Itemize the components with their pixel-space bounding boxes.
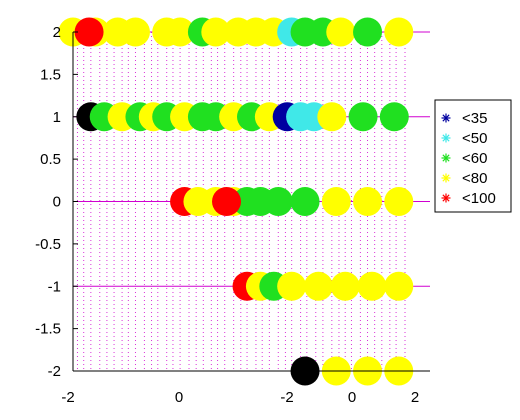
y-ticks: -2 -1.5 -1 -0.5 0 0.5 1 1.5 2 (35, 24, 78, 380)
data-point-row2-11 (212, 187, 242, 216)
data-point-row2-9 (353, 187, 383, 216)
data-point-row2-7 (290, 187, 320, 216)
legend-marker-1-stroke-3 (442, 134, 450, 142)
y-tick-label-2: -1 (48, 278, 61, 295)
data-point-row0-15 (353, 17, 383, 47)
y-tick-label-4: 0 (53, 194, 61, 211)
legend-marker-2 (441, 153, 451, 163)
data-point-row3-7 (384, 271, 414, 301)
y-tick-label-1: -1.5 (35, 321, 61, 338)
data-point-row2-8 (321, 187, 351, 216)
legend-marker-3-stroke-3 (442, 174, 450, 182)
data-point-row0-3 (120, 17, 150, 47)
legend-marker-4-stroke-3 (442, 194, 450, 202)
data-point-row0-17 (74, 17, 104, 47)
legend: <35 <50 <60 <80 <100 (434, 99, 512, 213)
legend-label-4: <100 (462, 190, 496, 207)
y-tick-label-0: -2 (48, 363, 61, 380)
legend-marker-2-stroke-3 (442, 154, 450, 162)
y-tick-label-7: 1.5 (40, 66, 61, 83)
data-point-row0-7 (201, 17, 231, 47)
x-tick-label-2: -2 (280, 389, 293, 406)
data-point-row3-6 (357, 271, 387, 301)
y-tick-label-8: 2 (53, 24, 61, 41)
data-point-row3-4 (303, 271, 333, 301)
data-point-row3-5 (330, 271, 360, 301)
legend-marker-0 (441, 113, 451, 123)
data-point-row0-16 (384, 17, 414, 47)
legend-marker-1 (441, 133, 451, 143)
data-point-row1-15 (317, 102, 347, 132)
legend-label-2: <60 (462, 150, 487, 167)
y-tick-label-5: 0.5 (40, 151, 61, 168)
y-tick-label-6: 1 (53, 109, 61, 126)
legend-marker-0-stroke-3 (442, 114, 450, 122)
data-point-row1-17 (379, 102, 409, 132)
legend-marker-3 (441, 173, 451, 183)
data-points (58, 17, 414, 386)
data-point-row2-6 (263, 187, 293, 216)
data-point-row1-16 (348, 102, 378, 132)
data-point-row3-3 (277, 271, 307, 301)
data-point-row0-14 (326, 17, 356, 47)
y-tick-label-3: -0.5 (35, 236, 61, 253)
x-tick-label-4: 2 (411, 389, 419, 406)
x-tick-label-0: -2 (61, 389, 74, 406)
legend-marker-4 (441, 193, 451, 203)
data-point-row0-5 (165, 17, 195, 47)
grid-lines (76, 32, 406, 371)
legend-label-1: <50 (462, 130, 487, 147)
x-tick-label-3: 0 (348, 389, 356, 406)
legend-label-3: <80 (462, 170, 487, 187)
data-point-row2-10 (384, 187, 414, 216)
x-ticks: -2 0 -2 0 2 (61, 389, 419, 406)
x-tick-label-1: 0 (175, 389, 183, 406)
legend-label-0: <35 (462, 110, 487, 127)
